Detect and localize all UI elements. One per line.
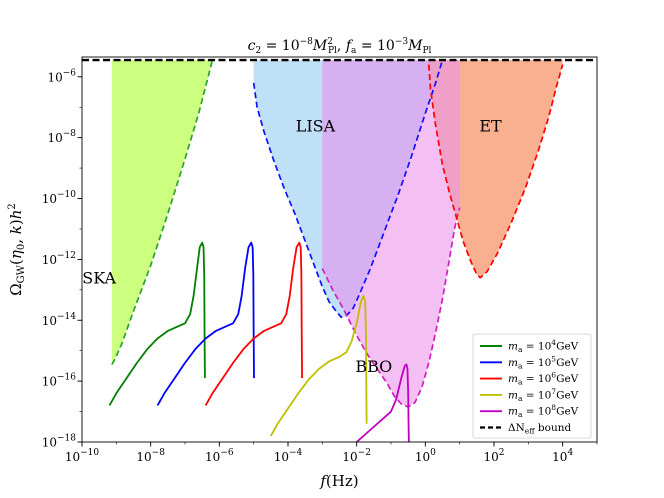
y-axis-ticks: 10−18 10−16 10−14 10−12 10−10 10−8 10−6 xyxy=(42,68,82,450)
legend-label-5: ma = 108GeV xyxy=(508,403,579,419)
x-tick-label: 10−8 xyxy=(136,448,165,464)
region-label-lisa: LISA xyxy=(296,117,336,136)
overlap-lisa-bbo xyxy=(322,60,443,318)
y-tick-label: 10−10 xyxy=(42,190,77,206)
x-tick-label: 10−6 xyxy=(205,448,234,464)
x-tick-label: 10−2 xyxy=(342,448,371,464)
region-label-et: ET xyxy=(479,117,502,136)
region-labels: SKA LISA BBO ET xyxy=(82,117,502,376)
spectrum-series xyxy=(108,241,410,442)
region-label-bbo: BBO xyxy=(355,357,392,376)
legend-label-1: ma = 104GeV xyxy=(508,338,579,354)
legend-label-3: ma = 106GeV xyxy=(508,371,579,387)
y-tick-label: 10−8 xyxy=(47,129,76,145)
y-tick-label: 10−6 xyxy=(47,68,76,84)
x-tick-label: 10−10 xyxy=(65,448,100,464)
plot-frame xyxy=(81,56,598,443)
series-line-1 xyxy=(108,241,206,406)
x-tick-label: 104 xyxy=(552,448,573,464)
chart-title: c2 = 10−8M2 Pl, fa = 10−3MPl xyxy=(248,37,432,56)
x-tick-label: 100 xyxy=(415,448,436,464)
series-line-4 xyxy=(270,295,368,437)
y-tick-label: 10−16 xyxy=(42,373,77,389)
series-line-2 xyxy=(156,241,255,406)
region-ska-edge xyxy=(111,59,214,365)
y-tick-label: 10−14 xyxy=(42,312,77,328)
region-ska-fill xyxy=(111,60,213,365)
y-axis-label: ΩGW(η0, k)h2 xyxy=(7,203,27,296)
region-et-fill xyxy=(428,60,563,278)
legend-label-4: ma = 107GeV xyxy=(508,387,579,403)
x-tick-label: 102 xyxy=(483,448,504,464)
y-tick-label: 10−18 xyxy=(42,434,77,450)
y-tick-label: 10−12 xyxy=(42,251,76,267)
region-label-ska: SKA xyxy=(82,269,116,288)
region-lisa-edge xyxy=(252,59,444,319)
region-et-edge xyxy=(427,64,564,279)
legend-label-2: ma = 105GeV xyxy=(508,354,579,370)
region-overlaps xyxy=(322,60,460,318)
x-axis-ticks: 10−10 10−8 10−6 10−4 10−2 100 102 104 xyxy=(65,442,598,464)
legend-label-bound: ΔNeff bound xyxy=(508,422,571,436)
x-tick-label: 10−4 xyxy=(274,448,303,464)
series-line-5 xyxy=(356,363,410,442)
x-axis-label: f(Hz) xyxy=(319,472,358,490)
series-line-3 xyxy=(204,241,303,406)
legend-frame xyxy=(472,333,592,439)
